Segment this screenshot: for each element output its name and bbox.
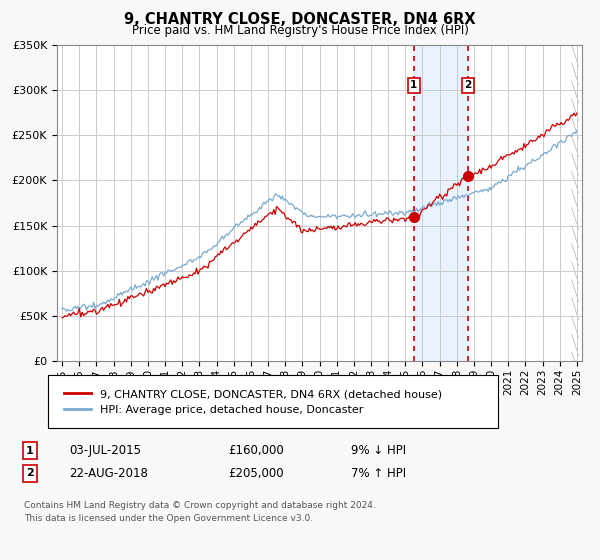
Text: 7% ↑ HPI: 7% ↑ HPI — [351, 466, 406, 480]
Text: 9, CHANTRY CLOSE, DONCASTER, DN4 6RX: 9, CHANTRY CLOSE, DONCASTER, DN4 6RX — [124, 12, 476, 27]
Text: 2: 2 — [464, 81, 472, 91]
Text: 1: 1 — [26, 446, 34, 456]
Legend: 9, CHANTRY CLOSE, DONCASTER, DN4 6RX (detached house), HPI: Average price, detac: 9, CHANTRY CLOSE, DONCASTER, DN4 6RX (de… — [58, 384, 448, 420]
Bar — [414, 45, 468, 361]
FancyBboxPatch shape — [48, 375, 498, 428]
Text: 22-AUG-2018: 22-AUG-2018 — [69, 466, 148, 480]
Text: £205,000: £205,000 — [228, 466, 284, 480]
Text: 2: 2 — [26, 468, 34, 478]
Text: Price paid vs. HM Land Registry's House Price Index (HPI): Price paid vs. HM Land Registry's House … — [131, 24, 469, 36]
Text: 03-JUL-2015: 03-JUL-2015 — [69, 444, 141, 458]
Text: £160,000: £160,000 — [228, 444, 284, 458]
Text: 9% ↓ HPI: 9% ↓ HPI — [351, 444, 406, 458]
Text: 1: 1 — [410, 81, 418, 91]
Text: Contains HM Land Registry data © Crown copyright and database right 2024.
This d: Contains HM Land Registry data © Crown c… — [24, 501, 376, 522]
